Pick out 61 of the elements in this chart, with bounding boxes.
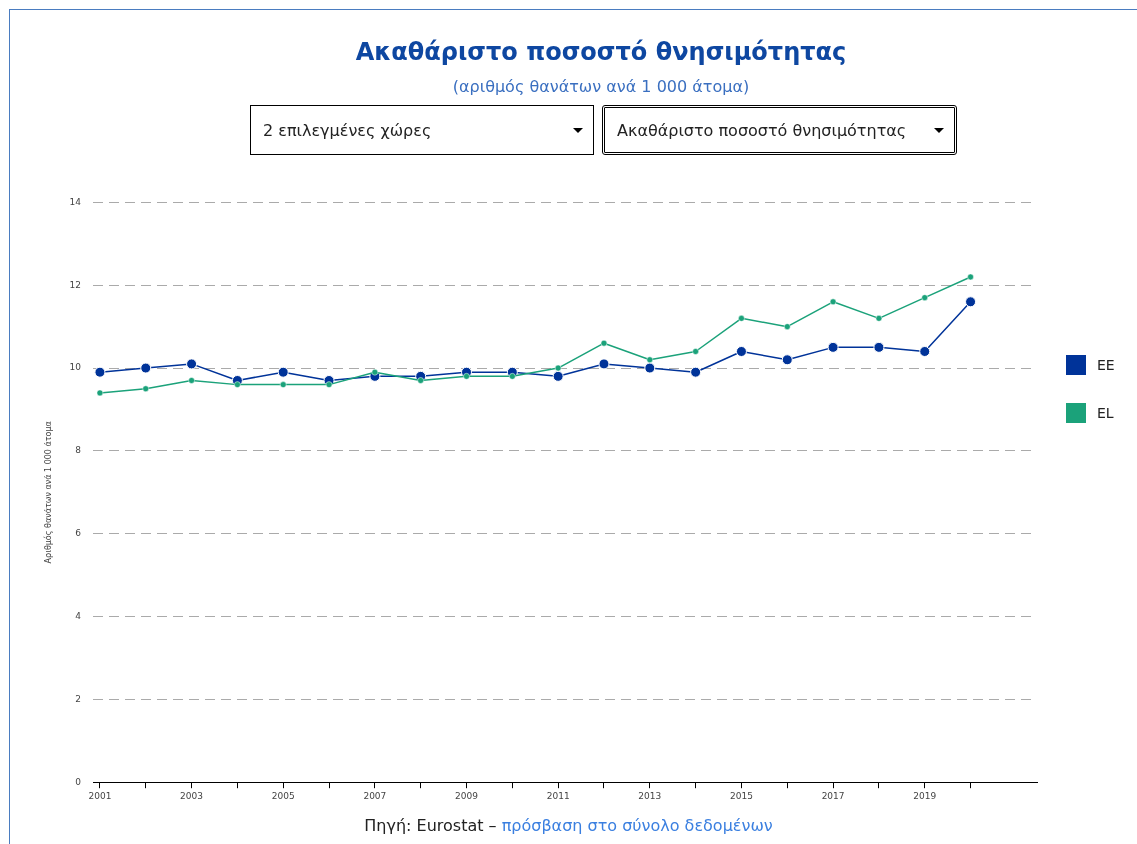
y-tick-label: 0 (75, 776, 82, 787)
x-tick-label: 2019 (913, 790, 937, 801)
point (371, 368, 379, 376)
point (142, 385, 149, 393)
y-tick-label: 12 (69, 279, 82, 290)
point (921, 294, 928, 301)
point (965, 296, 977, 308)
point (738, 315, 745, 322)
point (188, 377, 195, 384)
point (644, 362, 656, 374)
legend-label: EL (1097, 405, 1114, 421)
point (277, 366, 289, 378)
x-tick-label: 2005 (271, 790, 295, 801)
point (600, 339, 608, 347)
chart-title: Ακαθάριστο ποσοστό θνησιμότητας (354, 38, 848, 66)
point (829, 298, 837, 306)
y-tick-label: 8 (75, 445, 82, 456)
x-tick-label: 2013 (638, 790, 662, 801)
point (186, 358, 198, 370)
dropdown-field: 2 επιλεγμένες χώρες (250, 105, 594, 155)
y-tick-label: 6 (75, 528, 82, 539)
x-tick-label: 2003 (180, 790, 204, 801)
point (96, 389, 104, 397)
y-tick-label: 4 (75, 610, 82, 621)
point (784, 323, 791, 330)
point (735, 345, 747, 357)
y-tick-label: 14 (69, 196, 82, 207)
point (140, 362, 152, 374)
point (781, 354, 793, 366)
point (690, 366, 702, 378)
y-axis-title: Αριθμός θανάτων ανά 1 000 άτομα (42, 421, 53, 564)
point (554, 364, 562, 372)
point (279, 381, 287, 388)
point (234, 381, 241, 388)
y-tick-label: 2 (75, 693, 82, 704)
point (463, 373, 470, 380)
point (598, 358, 610, 370)
chart-subtitle: (αριθμός θανάτων ανά 1 000 άτομα) (451, 77, 751, 96)
point (919, 345, 931, 357)
text: Πηγή: Eurostat – (364, 816, 497, 835)
x-tick-label: 2015 (729, 790, 753, 801)
text: πρόσβαση στο σύνολο δεδομένων (501, 816, 773, 835)
point (873, 341, 885, 353)
point (417, 377, 424, 384)
point (646, 356, 654, 364)
point (325, 381, 333, 388)
point (875, 315, 883, 322)
x-tick-label: 2009 (455, 790, 479, 801)
legend-label: EE (1097, 357, 1115, 373)
x-tick-label: 2007 (363, 790, 387, 801)
point (552, 370, 564, 382)
point (509, 373, 516, 380)
x-tick-label: 2011 (546, 790, 570, 801)
dropdown-field: Ακαθάριστο ποσοστό θνησιμότητας (602, 105, 957, 155)
point (967, 273, 974, 281)
point (827, 341, 839, 353)
y-tick-label: 10 (69, 362, 82, 373)
point (94, 366, 106, 378)
x-tick-label: 2001 (88, 790, 112, 801)
point (692, 348, 699, 355)
x-tick-label: 2017 (821, 790, 845, 801)
